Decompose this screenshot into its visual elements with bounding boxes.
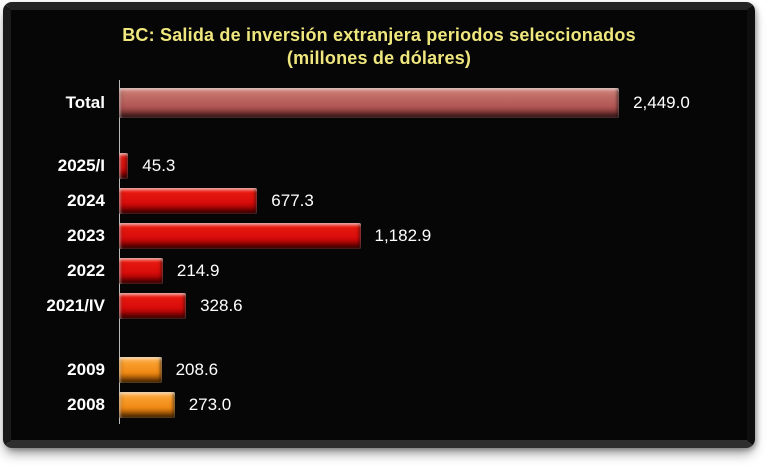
chart-title: BC: Salida de inversión extranjera perio… [122,25,636,45]
bar-2023 [119,222,361,249]
value-label: 328.6 [200,295,243,315]
category-label: 2022 [67,260,105,280]
value-label: 2,449.0 [633,93,690,112]
bar-2008 [119,391,175,418]
chart-frame: BC: Salida de inversión extranjera perio… [3,2,755,448]
chart-subtitle: (millones de dólares) [286,48,472,68]
bar-row-2022: 2022 214.9 [11,253,747,288]
value-label: 208.6 [175,359,219,379]
bar-Total [119,88,620,118]
bar-row-2024: 2024 677.3 [11,183,747,218]
value-label: 677.3 [271,190,314,210]
bar-2025/I [119,152,129,179]
bar-2021/IV [119,292,187,319]
value-label: 1,182.9 [374,225,432,245]
category-label: 2024 [67,190,105,210]
chart-title-block: BC: Salida de inversión extranjera perio… [11,10,747,70]
bar-row-2025/I: 2025/I 45.3 [11,148,747,183]
category-label: 2025/I [57,155,105,175]
category-label: 2023 [67,225,105,245]
row-spacer [11,323,747,352]
bar-row-2023: 2023 1,182.9 [11,218,747,253]
bar-2024 [119,187,258,214]
bar-row-2008: 2008 273.0 [11,387,747,422]
bar-row-Total: Total 2,449.0 [11,84,747,122]
value-label: 214.9 [176,260,220,280]
category-axis-line [119,80,120,424]
bar-2009 [119,356,162,383]
bar-row-2009: 2009 208.6 [11,352,747,387]
category-label: 2009 [67,359,105,379]
value-label: 45.3 [142,155,176,175]
bar-2022 [119,257,163,284]
category-label: 2021/IV [46,295,105,315]
rows: Total 2,449.0 2025/I 45.3 2024 677.3 2023 1,182… [11,84,747,422]
category-label: 2008 [67,394,105,414]
row-spacer [11,122,747,148]
value-label: 273.0 [188,394,232,414]
category-label: Total [65,93,105,112]
bar-row-2021/IV: 2021/IV 328.6 [11,288,747,323]
plot-area: Total 2,449.0 2025/I 45.3 2024 677.3 2023 1,182… [11,80,747,426]
